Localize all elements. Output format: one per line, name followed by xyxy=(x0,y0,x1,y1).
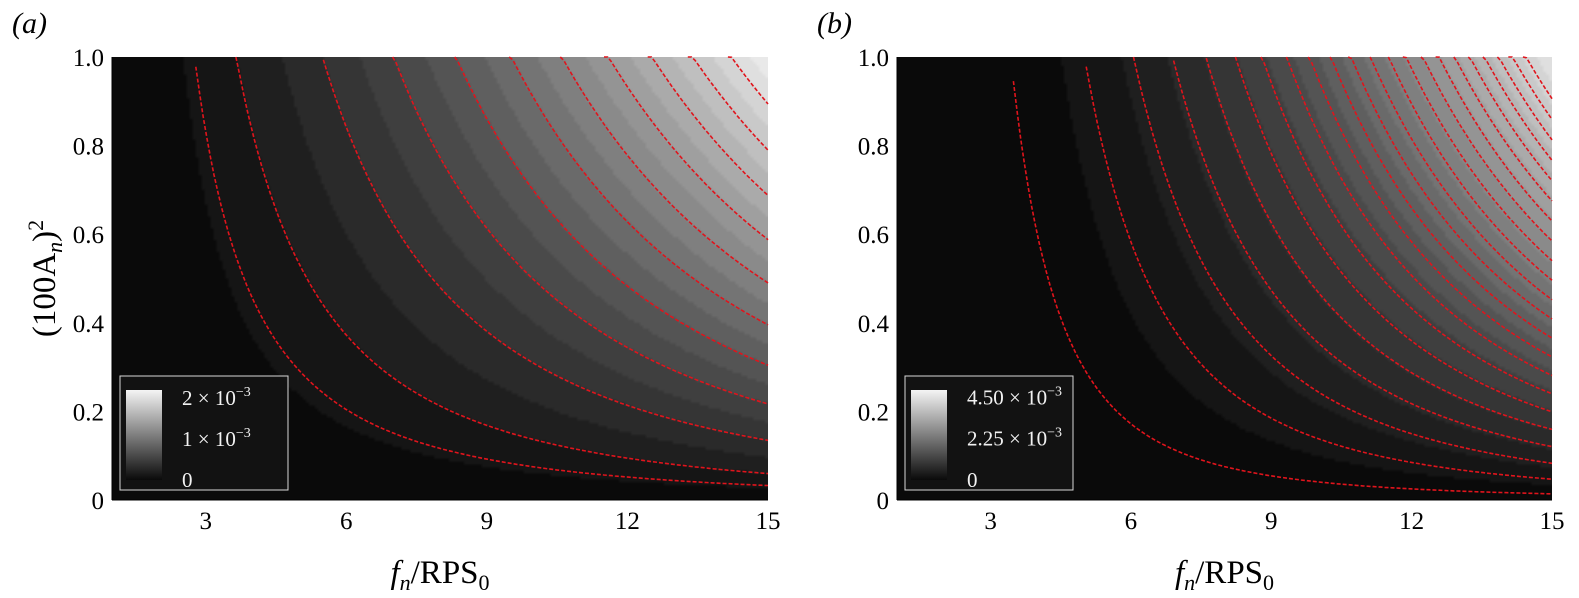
contour-line-21 xyxy=(1522,56,1553,100)
y-tick-label: 0.4 xyxy=(858,311,890,338)
x-tick-label: 6 xyxy=(1125,508,1138,535)
colorbar-label: 1 × 10−3 xyxy=(182,426,251,451)
contour-line-2 xyxy=(1132,56,1553,465)
x-tick-label: 15 xyxy=(756,508,781,535)
contour-line-10 xyxy=(727,56,769,105)
contour-line-0 xyxy=(195,66,769,487)
colorbar-label: 2.25 × 10−3 xyxy=(967,426,1062,451)
contour-line-6 xyxy=(559,56,769,284)
contour-line-18 xyxy=(1482,56,1553,161)
x-tick-label: 6 xyxy=(340,508,353,535)
colorbar-label: 0 xyxy=(967,468,978,492)
contour-line-8 xyxy=(1307,56,1553,358)
colorbar-legend: 2 × 10−3 1 × 10−3 0 xyxy=(119,375,289,492)
contour-line-7 xyxy=(604,56,769,241)
y-tick-label: 0.4 xyxy=(73,311,105,338)
colorbar-gradient xyxy=(911,390,947,480)
contour-line-20 xyxy=(1508,56,1553,120)
panel-label: (a) xyxy=(12,7,47,40)
colorbar-gradient xyxy=(126,390,162,480)
contour-line-4 xyxy=(1205,57,1553,431)
contour-line-1 xyxy=(235,56,769,475)
contour-line-6 xyxy=(1260,56,1553,395)
y-axis-label: (100An)2 xyxy=(23,220,67,337)
panel-b: 3 6 9 12 15 0 0.2 0.4 0.6 0.8 1.0(b) fn/RPS0 4.50 × … xyxy=(817,7,1565,595)
contour-line-13 xyxy=(1402,56,1553,262)
x-tick-label: 3 xyxy=(199,508,212,535)
y-tick-label: 1.0 xyxy=(858,45,889,72)
contour-line-11 xyxy=(1369,56,1553,301)
x-tick-label: 3 xyxy=(984,508,997,535)
y-tick-label: 1.0 xyxy=(73,45,104,72)
y-tick-label: 0.2 xyxy=(858,399,889,426)
panel-label: (b) xyxy=(817,7,852,40)
x-tick-label: 12 xyxy=(615,508,640,535)
colorbar-label: 2 × 10−3 xyxy=(182,385,251,410)
x-tick-label: 15 xyxy=(1540,508,1565,535)
contour-line-4 xyxy=(453,56,769,366)
contour-line-9 xyxy=(687,56,769,151)
contour-line-8 xyxy=(647,56,769,196)
contour-line-17 xyxy=(1467,56,1553,182)
colorbar-label: 4.50 × 10−3 xyxy=(967,384,1062,409)
contour-line-9 xyxy=(1329,56,1553,339)
x-tick-label: 9 xyxy=(481,508,494,535)
x-tick-label: 12 xyxy=(1399,508,1424,535)
contour-line-5 xyxy=(1234,56,1553,413)
contour-line-19 xyxy=(1496,56,1553,141)
contour-line-10 xyxy=(1347,56,1553,320)
y-tick-label: 0.2 xyxy=(73,399,104,426)
contour-line-0 xyxy=(1012,81,1553,495)
y-tick-label: 0 xyxy=(92,488,105,515)
colorbar-label: 0 xyxy=(182,468,193,492)
y-tick-label: 0.6 xyxy=(73,222,104,249)
contour-line-7 xyxy=(1285,56,1553,377)
contour-line-16 xyxy=(1453,56,1553,202)
x-axis-label: fn/RPS0 xyxy=(1175,555,1274,595)
contour-line-1 xyxy=(1085,66,1553,480)
contour-line-14 xyxy=(1420,56,1553,242)
contour-line-12 xyxy=(1387,56,1553,281)
contour-line-15 xyxy=(1435,56,1553,222)
y-tick-label: 0.8 xyxy=(858,134,889,161)
x-tick-label: 9 xyxy=(1265,508,1278,535)
panel-a: 3 6 9 12 15 0 0.2 0.4 0.6 0.8 1.0 (a) fn/RPS0 (100An)… xyxy=(12,7,781,595)
contour-line-5 xyxy=(508,56,769,326)
colorbar-legend: 4.50 × 10−3 2.25 × 10−3 0 xyxy=(904,375,1074,492)
contour-line-3 xyxy=(391,56,769,405)
y-tick-label: 0.6 xyxy=(858,222,889,249)
y-tick-label: 0 xyxy=(877,488,890,515)
y-tick-label: 0.8 xyxy=(73,134,104,161)
contour-line-2 xyxy=(322,59,769,442)
x-axis-label: fn/RPS0 xyxy=(390,555,489,595)
